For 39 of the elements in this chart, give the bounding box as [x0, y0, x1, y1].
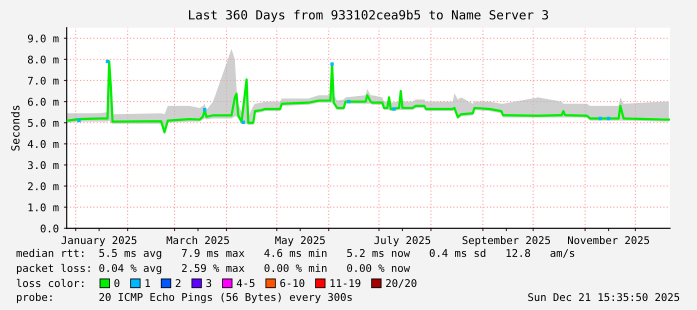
legend-label: 2 — [176, 279, 180, 287]
y-tick-label: 6.0 m — [28, 98, 59, 106]
text: median rtt: 5.5 ms avg 7.9 ms max 4.6 ms min 5.2 ms now 0.4 ms sd 12.8 am/s — [16, 248, 574, 260]
text: probe: 20 ICMP Echo Pings (56 Bytes) every 300s — [16, 292, 352, 304]
y-tick-label: 1.0 m — [28, 203, 59, 212]
x-tick-label: January 2025 — [62, 236, 136, 246]
legend-label: 6-10 — [280, 279, 304, 288]
legend-label: 0 — [114, 279, 120, 288]
x-tick-label: March 2025 — [166, 236, 229, 244]
legend-label: 3 — [206, 279, 212, 288]
y-tick-label: 7.0 m — [28, 76, 59, 85]
y-tick-label: 5.0 m — [28, 118, 59, 127]
point — [242, 120, 245, 124]
point — [598, 116, 602, 120]
point — [203, 108, 206, 112]
text: Sun Dec 21 15:35:50 2025 — [528, 293, 680, 302]
legend-title: loss color: — [16, 278, 84, 288]
point — [606, 116, 610, 120]
legend-label: 20/20 — [386, 279, 416, 288]
y-tick-label: 0.0 — [40, 224, 58, 232]
text: packet loss: 0.04 % avg 2.59 % max 0.00 % min 0.00 % now — [16, 264, 410, 274]
legend-label: 11-19 — [330, 279, 360, 288]
x-tick-label: September 2025 — [462, 236, 550, 246]
x-tick-label: May 2025 — [275, 236, 325, 246]
y-tick-label: 9.0 m — [28, 34, 59, 42]
y-tick-label: 4.0 m — [28, 140, 59, 148]
point — [330, 62, 334, 66]
y-axis-title: Seconds — [10, 106, 20, 151]
point — [347, 100, 351, 104]
y-tick-label: 2.0 m — [28, 182, 59, 190]
legend-label: 1 — [146, 279, 150, 287]
chart-title: Last 360 Days from 933102cea9b5 to Name Server 3 — [189, 10, 548, 22]
point — [77, 118, 81, 122]
x-tick-label: November 2025 — [568, 236, 650, 244]
x-tick-label: July 2025 — [374, 236, 430, 246]
y-tick-label: 8.0 m — [28, 56, 59, 64]
legend-label: 4-5 — [236, 279, 254, 288]
point — [392, 107, 396, 111]
y-tick-label: 3.0 m — [28, 161, 59, 170]
